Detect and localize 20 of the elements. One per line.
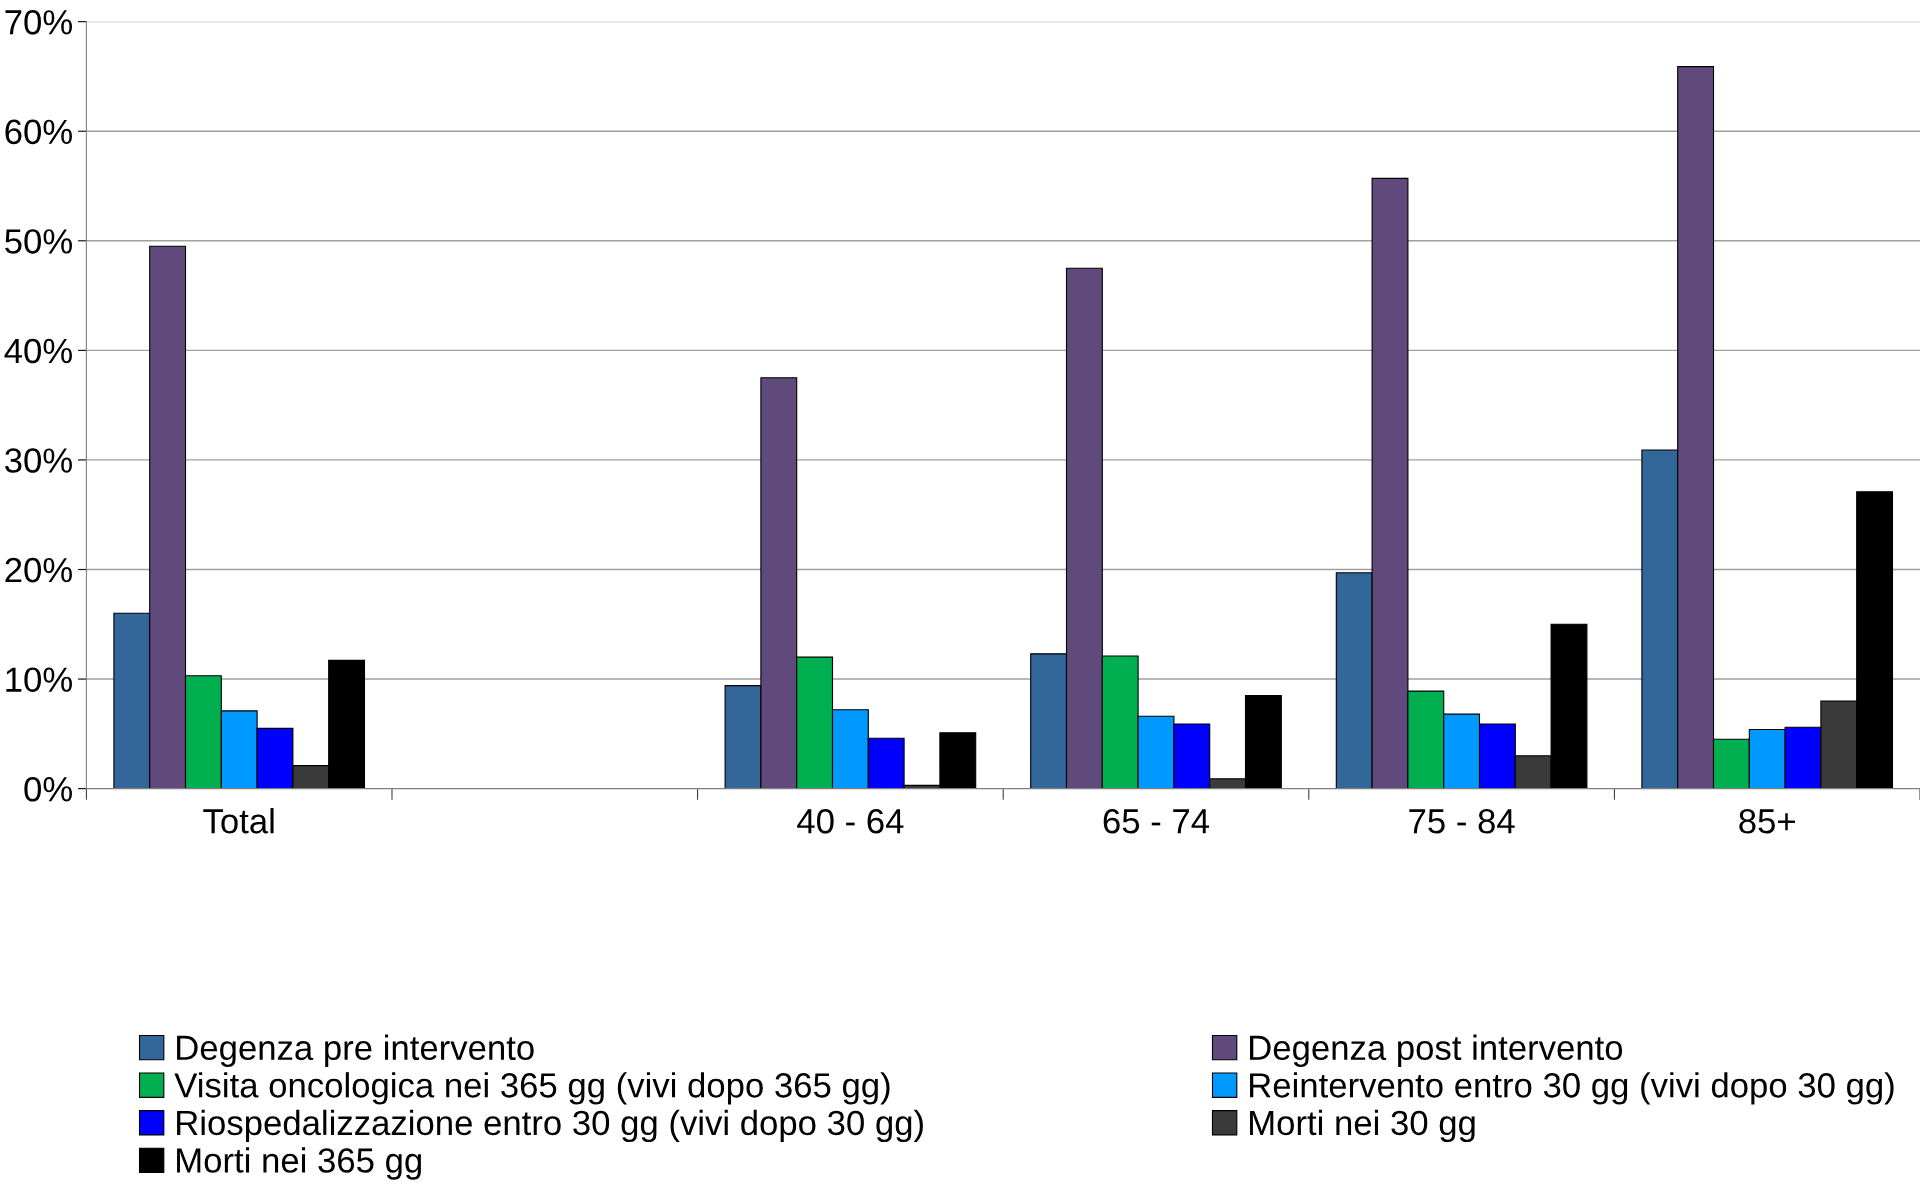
x-tick-label: 65 - 74 bbox=[1103, 808, 1210, 834]
legend-label: Visita oncologica nei 365 gg (vivi dopo 365 gg) bbox=[174, 1072, 890, 1105]
x-tick-label: 85+ bbox=[1739, 808, 1795, 834]
x-tick-label: 75 - 84 bbox=[1409, 808, 1515, 834]
legend-label: Morti nei 365 gg bbox=[177, 1147, 421, 1180]
y-tick-label: 30% bbox=[5, 448, 72, 473]
legend-label: Riospedalizzazione entro 30 gg (vivi dopo 30 gg) bbox=[177, 1109, 923, 1143]
legend-label: Morti nei 30 gg bbox=[1250, 1109, 1475, 1143]
legend-label: Degenza pre intervento bbox=[177, 1034, 534, 1067]
legend-label: Degenza post intervento bbox=[1250, 1034, 1623, 1067]
y-tick-label: 0% bbox=[24, 776, 72, 802]
y-tick-label: 40% bbox=[4, 338, 72, 364]
y-tick-label: 70% bbox=[5, 10, 72, 35]
y-tick-label: 20% bbox=[5, 557, 72, 583]
y-tick-label: 10% bbox=[6, 667, 72, 692]
x-tick-label: 40 - 64 bbox=[797, 808, 904, 834]
y-tick-label: 60% bbox=[5, 119, 72, 145]
y-tick-label: 50% bbox=[5, 229, 72, 254]
x-tick-label: Total bbox=[203, 808, 274, 834]
legend-label: Reintervento entro 30 gg (vivi dopo 30 gg) bbox=[1250, 1072, 1894, 1105]
